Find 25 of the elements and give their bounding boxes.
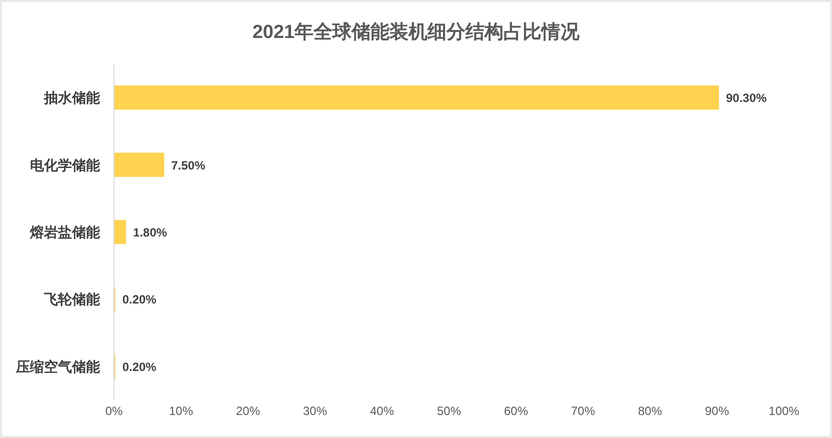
x-tick-label: 70% — [570, 404, 596, 418]
data-label: 90.30% — [726, 91, 768, 106]
y-tick-label: 抽水储能 — [43, 90, 101, 106]
x-tick-label: 20% — [236, 404, 260, 418]
y-tick-label: 压缩空气储能 — [15, 358, 101, 374]
x-tick-label: 80% — [638, 404, 662, 418]
data-label: 7.50% — [171, 158, 206, 172]
y-tick-label: 飞轮储能 — [43, 291, 101, 308]
y-tick-label: 电化学储能 — [30, 156, 101, 173]
x-tick-label: 100% — [768, 404, 800, 418]
data-label: 0.20% — [122, 292, 157, 307]
data-label: 0.20% — [122, 360, 157, 374]
x-tick-label: 90% — [704, 404, 730, 418]
data-label: 1.80% — [133, 226, 168, 240]
bar — [114, 152, 164, 177]
x-tick-label: 50% — [436, 404, 462, 418]
x-tick-label: 0% — [105, 404, 123, 418]
chart-title: 2021年全球储能装机细分结构占比情况 — [252, 21, 581, 43]
bar — [114, 220, 126, 244]
bar — [114, 86, 720, 110]
x-tick-label: 60% — [504, 404, 528, 418]
y-tick-label: 熔岩盐储能 — [29, 224, 101, 240]
x-tick-label: 10% — [168, 404, 194, 418]
x-tick-label: 40% — [370, 404, 394, 418]
x-tick-label: 30% — [302, 404, 328, 418]
